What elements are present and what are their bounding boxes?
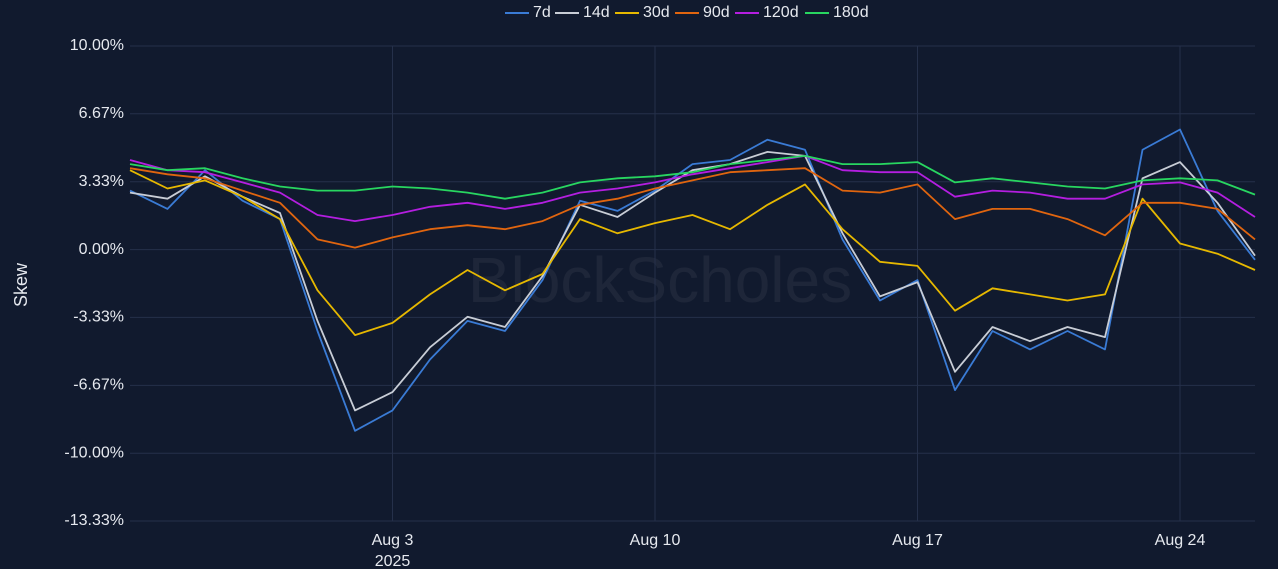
series-line <box>129 167 1256 249</box>
x-tick-label: Aug 24 <box>1155 532 1206 549</box>
legend-item: 7d <box>505 4 551 21</box>
y-tick-label: -3.33% <box>73 309 124 326</box>
x-tick-sublabel: 2025 <box>375 553 411 569</box>
y-tick-label: -10.00% <box>64 444 124 461</box>
series-line <box>129 154 1256 223</box>
y-tick-label: -13.33% <box>64 512 124 529</box>
y-tick-label: 3.33% <box>79 173 124 190</box>
legend-item: 180d <box>805 4 869 21</box>
legend-label: 120d <box>763 4 799 21</box>
legend-item: 120d <box>735 4 799 21</box>
watermark: BlockScholes <box>468 244 852 316</box>
legend-item: 14d <box>555 4 610 21</box>
legend-label: 90d <box>703 4 730 21</box>
legend-item: 30d <box>615 4 670 21</box>
legend-label: 30d <box>643 4 670 21</box>
legend-item: 90d <box>675 4 730 21</box>
legend-label: 180d <box>833 4 869 21</box>
y-tick-label: 10.00% <box>70 37 124 54</box>
legend-label: 14d <box>583 4 610 21</box>
y-tick-label: 6.67% <box>79 105 124 122</box>
series-line <box>129 128 1256 432</box>
x-tick-label: Aug 10 <box>630 532 681 549</box>
y-axis-title: Skew <box>11 262 31 307</box>
y-tick-label: 0.00% <box>79 241 124 258</box>
x-tick-label: Aug 3 <box>372 532 414 549</box>
series-line <box>129 169 1256 337</box>
series-line <box>129 154 1256 200</box>
legend-label: 7d <box>533 4 551 21</box>
x-tick-label: Aug 17 <box>892 532 943 549</box>
series-line <box>129 150 1256 412</box>
y-tick-label: -6.67% <box>73 377 124 394</box>
